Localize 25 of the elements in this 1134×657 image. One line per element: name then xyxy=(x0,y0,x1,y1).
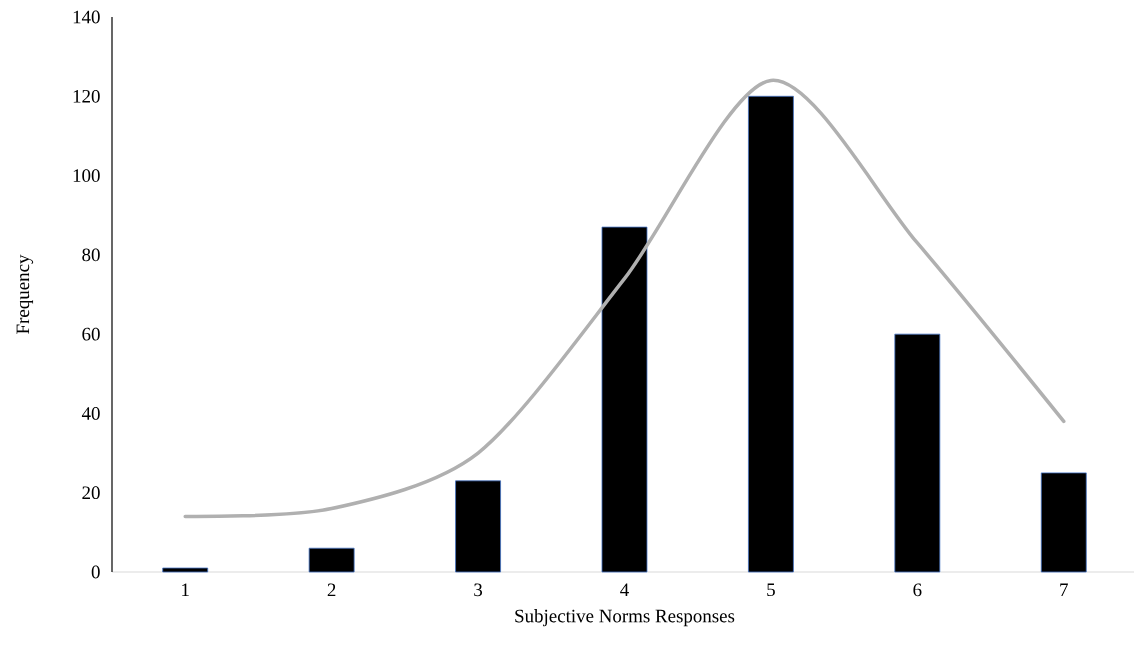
x-tick-label: 3 xyxy=(474,583,483,597)
x-tick-label: 4 xyxy=(620,583,629,596)
line-series xyxy=(183,78,1066,519)
x-axis-title: Subjective Norms Responses xyxy=(515,609,735,627)
y-tick-label: 140 xyxy=(73,10,100,24)
y-tick-label: 100 xyxy=(73,169,100,182)
y-tick-label: 20 xyxy=(82,486,100,500)
y-tick-label: 120 xyxy=(73,89,100,103)
x-tick-label: 7 xyxy=(1060,583,1068,596)
bar xyxy=(162,567,209,573)
y-tick-label: 60 xyxy=(82,327,100,341)
bar xyxy=(601,226,648,573)
bar xyxy=(1040,472,1087,573)
y-tick-label: 40 xyxy=(81,407,100,420)
x-tick-label: 6 xyxy=(913,583,922,597)
bar xyxy=(894,333,941,573)
y-tick-label: 80 xyxy=(82,248,100,262)
bar xyxy=(748,95,794,573)
x-tick-label: 5 xyxy=(767,583,775,597)
bar xyxy=(455,480,501,573)
y-axis-title: Frequency xyxy=(16,254,34,334)
x-tick-label: 2 xyxy=(327,583,336,597)
bar xyxy=(308,547,355,573)
x-tick-label: 1 xyxy=(182,583,189,597)
y-tick-label: 0 xyxy=(91,565,100,579)
